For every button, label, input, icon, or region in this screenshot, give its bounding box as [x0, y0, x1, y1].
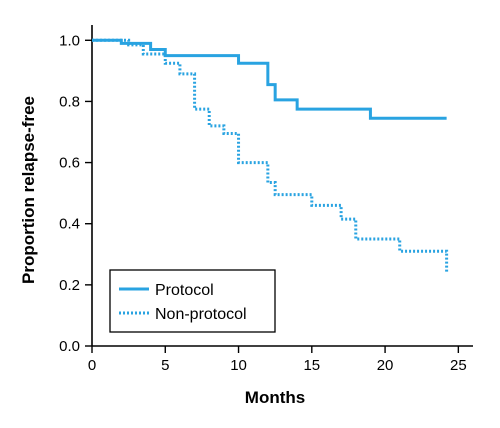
x-ticks: 0 5 10 15 20 25 — [88, 346, 467, 374]
y-axis-title: Proportion relapse-free — [19, 96, 38, 284]
axes — [91, 25, 473, 347]
legend-label-non-protocol: Non-protocol — [155, 306, 247, 323]
y-tick-label: 0.2 — [59, 277, 80, 294]
x-tick-label: 15 — [303, 357, 320, 374]
x-axis-title: Months — [245, 388, 305, 407]
series-layer — [92, 38, 449, 273]
y-tick-label: 1.0 — [59, 32, 80, 49]
x-tick-label: 0 — [88, 357, 96, 374]
x-tick-label: 20 — [377, 357, 394, 374]
y-tick-label: 0.4 — [59, 216, 80, 233]
series-line-non-protocol — [92, 38, 449, 273]
x-tick-label: 25 — [450, 357, 467, 374]
y-ticks: 0.0 0.2 0.4 0.6 0.8 1.0 — [59, 32, 92, 355]
x-tick-label: 5 — [161, 357, 169, 374]
x-tick-label: 10 — [230, 357, 247, 374]
y-tick-label: 0.6 — [59, 155, 80, 172]
series-line-protocol — [92, 38, 447, 120]
y-tick-label: 0.8 — [59, 93, 80, 110]
legend-box — [109, 269, 276, 333]
legend: Protocol Non-protocol — [109, 269, 276, 333]
legend-label-protocol: Protocol — [155, 282, 214, 299]
y-tick-label: 0.0 — [59, 338, 80, 355]
